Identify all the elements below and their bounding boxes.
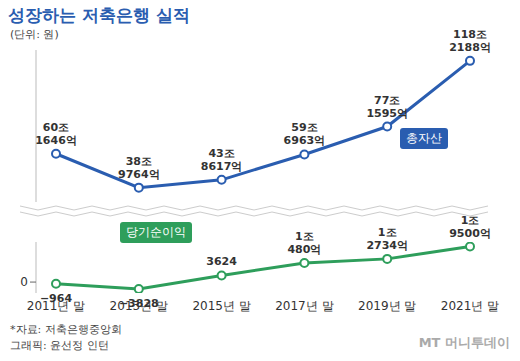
svg-text:1조2734억: 1조2734억 (366, 226, 408, 252)
svg-text:60조1646억: 60조1646억 (35, 121, 77, 147)
svg-text:1조480억: 1조480억 (287, 230, 321, 256)
svg-text:2015년 말: 2015년 말 (192, 299, 250, 313)
html-text:그래픽: 윤선정 인턴: 그래픽: 윤선정 인턴 (10, 339, 109, 352)
svg-text:2019년 말: 2019년 말 (358, 299, 416, 313)
svg-text:38조9764억: 38조9764억 (118, 155, 160, 181)
html-text:당기순이익: 당기순이익 (126, 225, 186, 239)
svg-text:77조1595억: 77조1595억 (366, 94, 408, 120)
svg-text:118조2188억: 118조2188억 (449, 28, 491, 54)
svg-text:59조6963억: 59조6963억 (284, 121, 326, 147)
svg-text:0: 0 (20, 275, 28, 289)
svg-text:2011년 말: 2011년 말 (26, 298, 86, 313)
svg-text:3624: 3624 (206, 255, 237, 268)
html-text:성장하는 저축은행 실적: 성장하는 저축은행 실적 (8, 5, 190, 25)
html-text:총자산: 총자산 (406, 131, 442, 145)
svg-text:−3828: −3828 (119, 297, 159, 310)
svg-text:2017년 말: 2017년 말 (275, 299, 333, 313)
svg-text:2021년 말: 2021년 말 (441, 299, 499, 313)
html-text:(단위: 원): (단위: 원) (10, 28, 59, 41)
svg-text:1조9500억: 1조9500억 (449, 214, 491, 240)
svg-text:43조8617억: 43조8617억 (201, 147, 243, 173)
html-text:*자료: 저축은행중앙회: *자료: 저축은행중앙회 (10, 323, 122, 336)
svg-text:−964: −964 (40, 292, 73, 305)
html-text:MT 머니투데이: MT 머니투데이 (418, 335, 510, 350)
